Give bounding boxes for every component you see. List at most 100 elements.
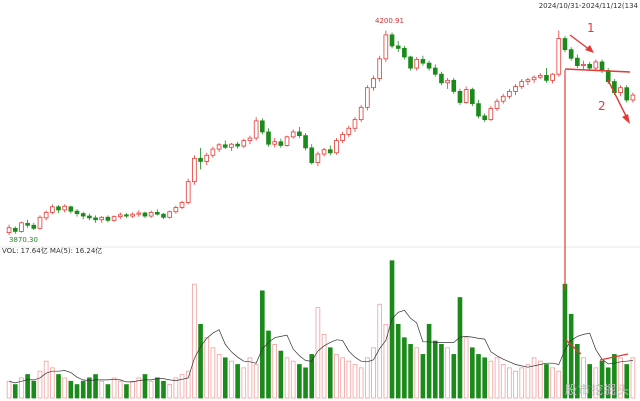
candle-body — [111, 216, 117, 221]
candle-body — [309, 147, 315, 164]
candle-body — [204, 154, 210, 162]
volume-bar — [402, 337, 407, 399]
candle-body — [531, 76, 537, 81]
volume-bar — [389, 260, 395, 399]
volume-bar — [513, 370, 518, 399]
volume-bar — [272, 344, 277, 399]
candle-body — [12, 227, 18, 232]
candle-body — [587, 63, 592, 69]
volume-bar — [531, 357, 537, 399]
volume-bar — [352, 364, 358, 399]
volume-bar — [253, 364, 259, 399]
candle-body — [303, 135, 308, 149]
candle-body — [457, 90, 463, 103]
volume-bar — [327, 347, 333, 399]
candle-body — [117, 214, 123, 218]
volume-bar — [476, 354, 481, 399]
volume-bar — [12, 384, 18, 399]
candle-body — [556, 38, 562, 75]
volume-bar — [309, 354, 315, 399]
candle-body — [167, 211, 172, 218]
volume-bar — [56, 374, 61, 399]
volume-bar — [260, 290, 265, 399]
candle-body — [260, 120, 265, 133]
volume-bar — [19, 377, 24, 399]
candle-body — [439, 73, 444, 84]
volume-bar — [426, 323, 432, 399]
candle-body — [222, 144, 228, 148]
volume-bar — [192, 283, 197, 399]
volume-bar — [519, 367, 525, 399]
candle-body — [537, 75, 543, 78]
candle-body — [74, 210, 80, 214]
volume-bar — [463, 337, 469, 399]
candle-body — [402, 48, 407, 58]
volume-bar — [93, 374, 98, 399]
candle-body — [247, 137, 253, 141]
volume-bar — [587, 364, 592, 399]
candle-body — [198, 157, 203, 162]
candle-body — [395, 45, 401, 49]
volume-bar — [556, 370, 562, 399]
candle-body — [346, 127, 352, 135]
candle-body — [25, 223, 30, 226]
candle-body — [155, 211, 160, 215]
candle-body — [544, 75, 549, 81]
candle-body — [476, 103, 481, 117]
volume-bar — [395, 323, 401, 399]
candle-body — [414, 59, 420, 69]
volume-bar — [525, 364, 531, 399]
candle-body — [575, 57, 580, 67]
volume-bar — [420, 354, 426, 399]
volume-bar — [229, 360, 234, 399]
volume-bar — [80, 380, 86, 399]
candle-body — [550, 73, 555, 81]
candle-body — [68, 206, 74, 212]
candle-body — [130, 213, 135, 217]
volume-bar — [624, 364, 630, 399]
candle-body — [420, 59, 426, 64]
volume-bar — [43, 360, 49, 399]
candle-body — [37, 216, 43, 229]
candle-body — [179, 202, 185, 208]
volume-bar — [62, 377, 67, 399]
volume-bar — [204, 337, 210, 399]
candle-body — [278, 141, 284, 146]
volume-bar — [278, 350, 284, 399]
candle-body — [377, 58, 382, 79]
volume-bar — [593, 367, 599, 399]
volume-bar — [185, 370, 191, 399]
candle-body — [105, 216, 111, 221]
volume-bar — [365, 357, 370, 399]
annotation-arrow-2-head — [622, 114, 630, 124]
candle-body — [463, 89, 469, 103]
volume-bar — [117, 380, 123, 399]
candle-body — [525, 79, 531, 82]
candle-body — [562, 38, 568, 51]
candle-body — [136, 212, 142, 215]
candle-body — [383, 34, 389, 60]
volume-bar — [451, 354, 457, 399]
candle-body — [365, 87, 370, 108]
low-price-label: 3870.30 — [9, 236, 38, 244]
candle-body — [93, 217, 98, 221]
volume-bar — [297, 364, 302, 399]
annotation-arrow-1-head — [585, 45, 594, 53]
candle-body — [568, 49, 574, 59]
volume-bar — [266, 330, 271, 399]
candle-body — [80, 213, 86, 217]
volume-ma5-line — [9, 309, 633, 384]
candle-body — [358, 106, 364, 121]
volume-bar — [167, 384, 172, 399]
annotation-layer: 1 2 — [564, 21, 631, 361]
volume-bar — [68, 380, 74, 399]
volume-bar — [500, 364, 506, 399]
candle-body — [253, 120, 259, 139]
candle-body — [340, 133, 345, 141]
candle-body — [494, 100, 500, 109]
candle-body — [321, 149, 327, 155]
candle-body — [62, 205, 67, 211]
candle-body — [408, 56, 413, 69]
volume-panel — [6, 260, 636, 399]
